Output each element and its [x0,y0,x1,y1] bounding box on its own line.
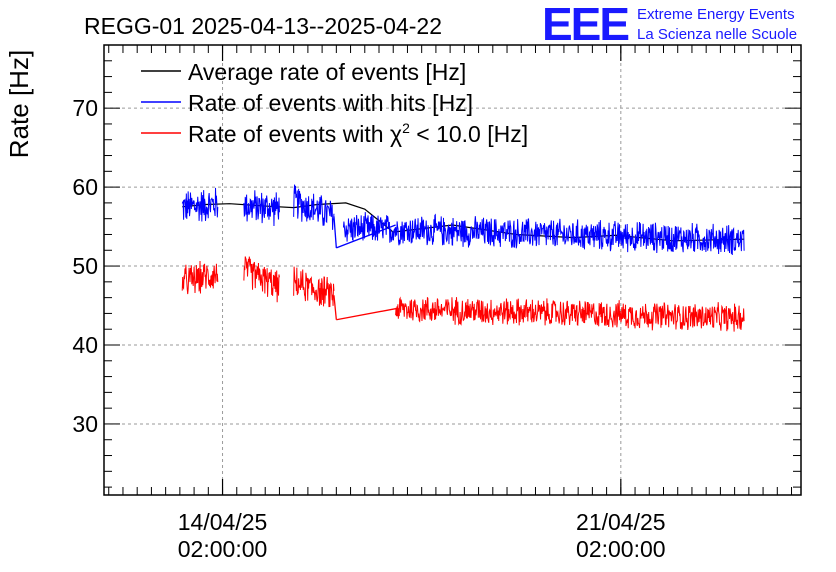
gap-connector [333,216,337,248]
gap-connector [336,224,396,249]
rate-trace-segment [293,266,335,308]
y-tick-label: 40 [72,332,98,358]
x-tick-label-time: 02:00:00 [576,536,666,562]
gap-connector [333,295,337,320]
logo-line-1: Extreme Energy Events [637,6,795,23]
axis-ticks [104,44,801,495]
logo-line-2: La Scienza nelle Scuole [637,26,797,43]
legend: Average rate of events [Hz] Rate of event… [141,59,528,147]
y-tick-labels: 30 40 50 60 70 [72,95,98,437]
rate-trace-segment [181,187,219,222]
series-2 [181,256,745,332]
gap-connector [336,308,396,321]
x-tick-label-date: 21/04/25 [576,509,666,535]
y-axis-label: Rate [Hz] [4,50,34,158]
plot-frame [103,44,802,496]
logo-text: EEE [542,0,628,50]
eee-logo: EEE Extreme Energy Events La Scienza nel… [542,0,797,50]
series-0 [182,202,745,242]
average-rate-line [182,202,745,242]
legend-label: Average rate of events [Hz] [188,59,466,85]
legend-label: Rate of events with hits [Hz] [188,90,473,116]
series-1 [181,184,745,255]
grid [104,45,801,495]
x-tick-label-date: 14/04/25 [178,509,268,535]
x-tick-label-time: 02:00:00 [178,536,268,562]
y-tick-label: 60 [72,174,98,200]
rate-trace-segment [181,261,219,295]
rate-trace-segment [243,256,280,303]
rate-trace-segment [243,190,280,227]
legend-label: Rate of events with χ2 < 10.0 [Hz] [188,120,528,147]
y-tick-label: 50 [72,253,98,279]
rate-trace-segment [395,296,745,332]
chart-title: REGG-01 2025-04-13--2025-04-22 [84,13,442,39]
rate-trace-segment [342,212,745,255]
series-layer [181,184,745,332]
rate-trace-segment [293,184,335,230]
y-tick-label: 70 [72,95,98,121]
y-tick-label: 30 [72,411,98,437]
